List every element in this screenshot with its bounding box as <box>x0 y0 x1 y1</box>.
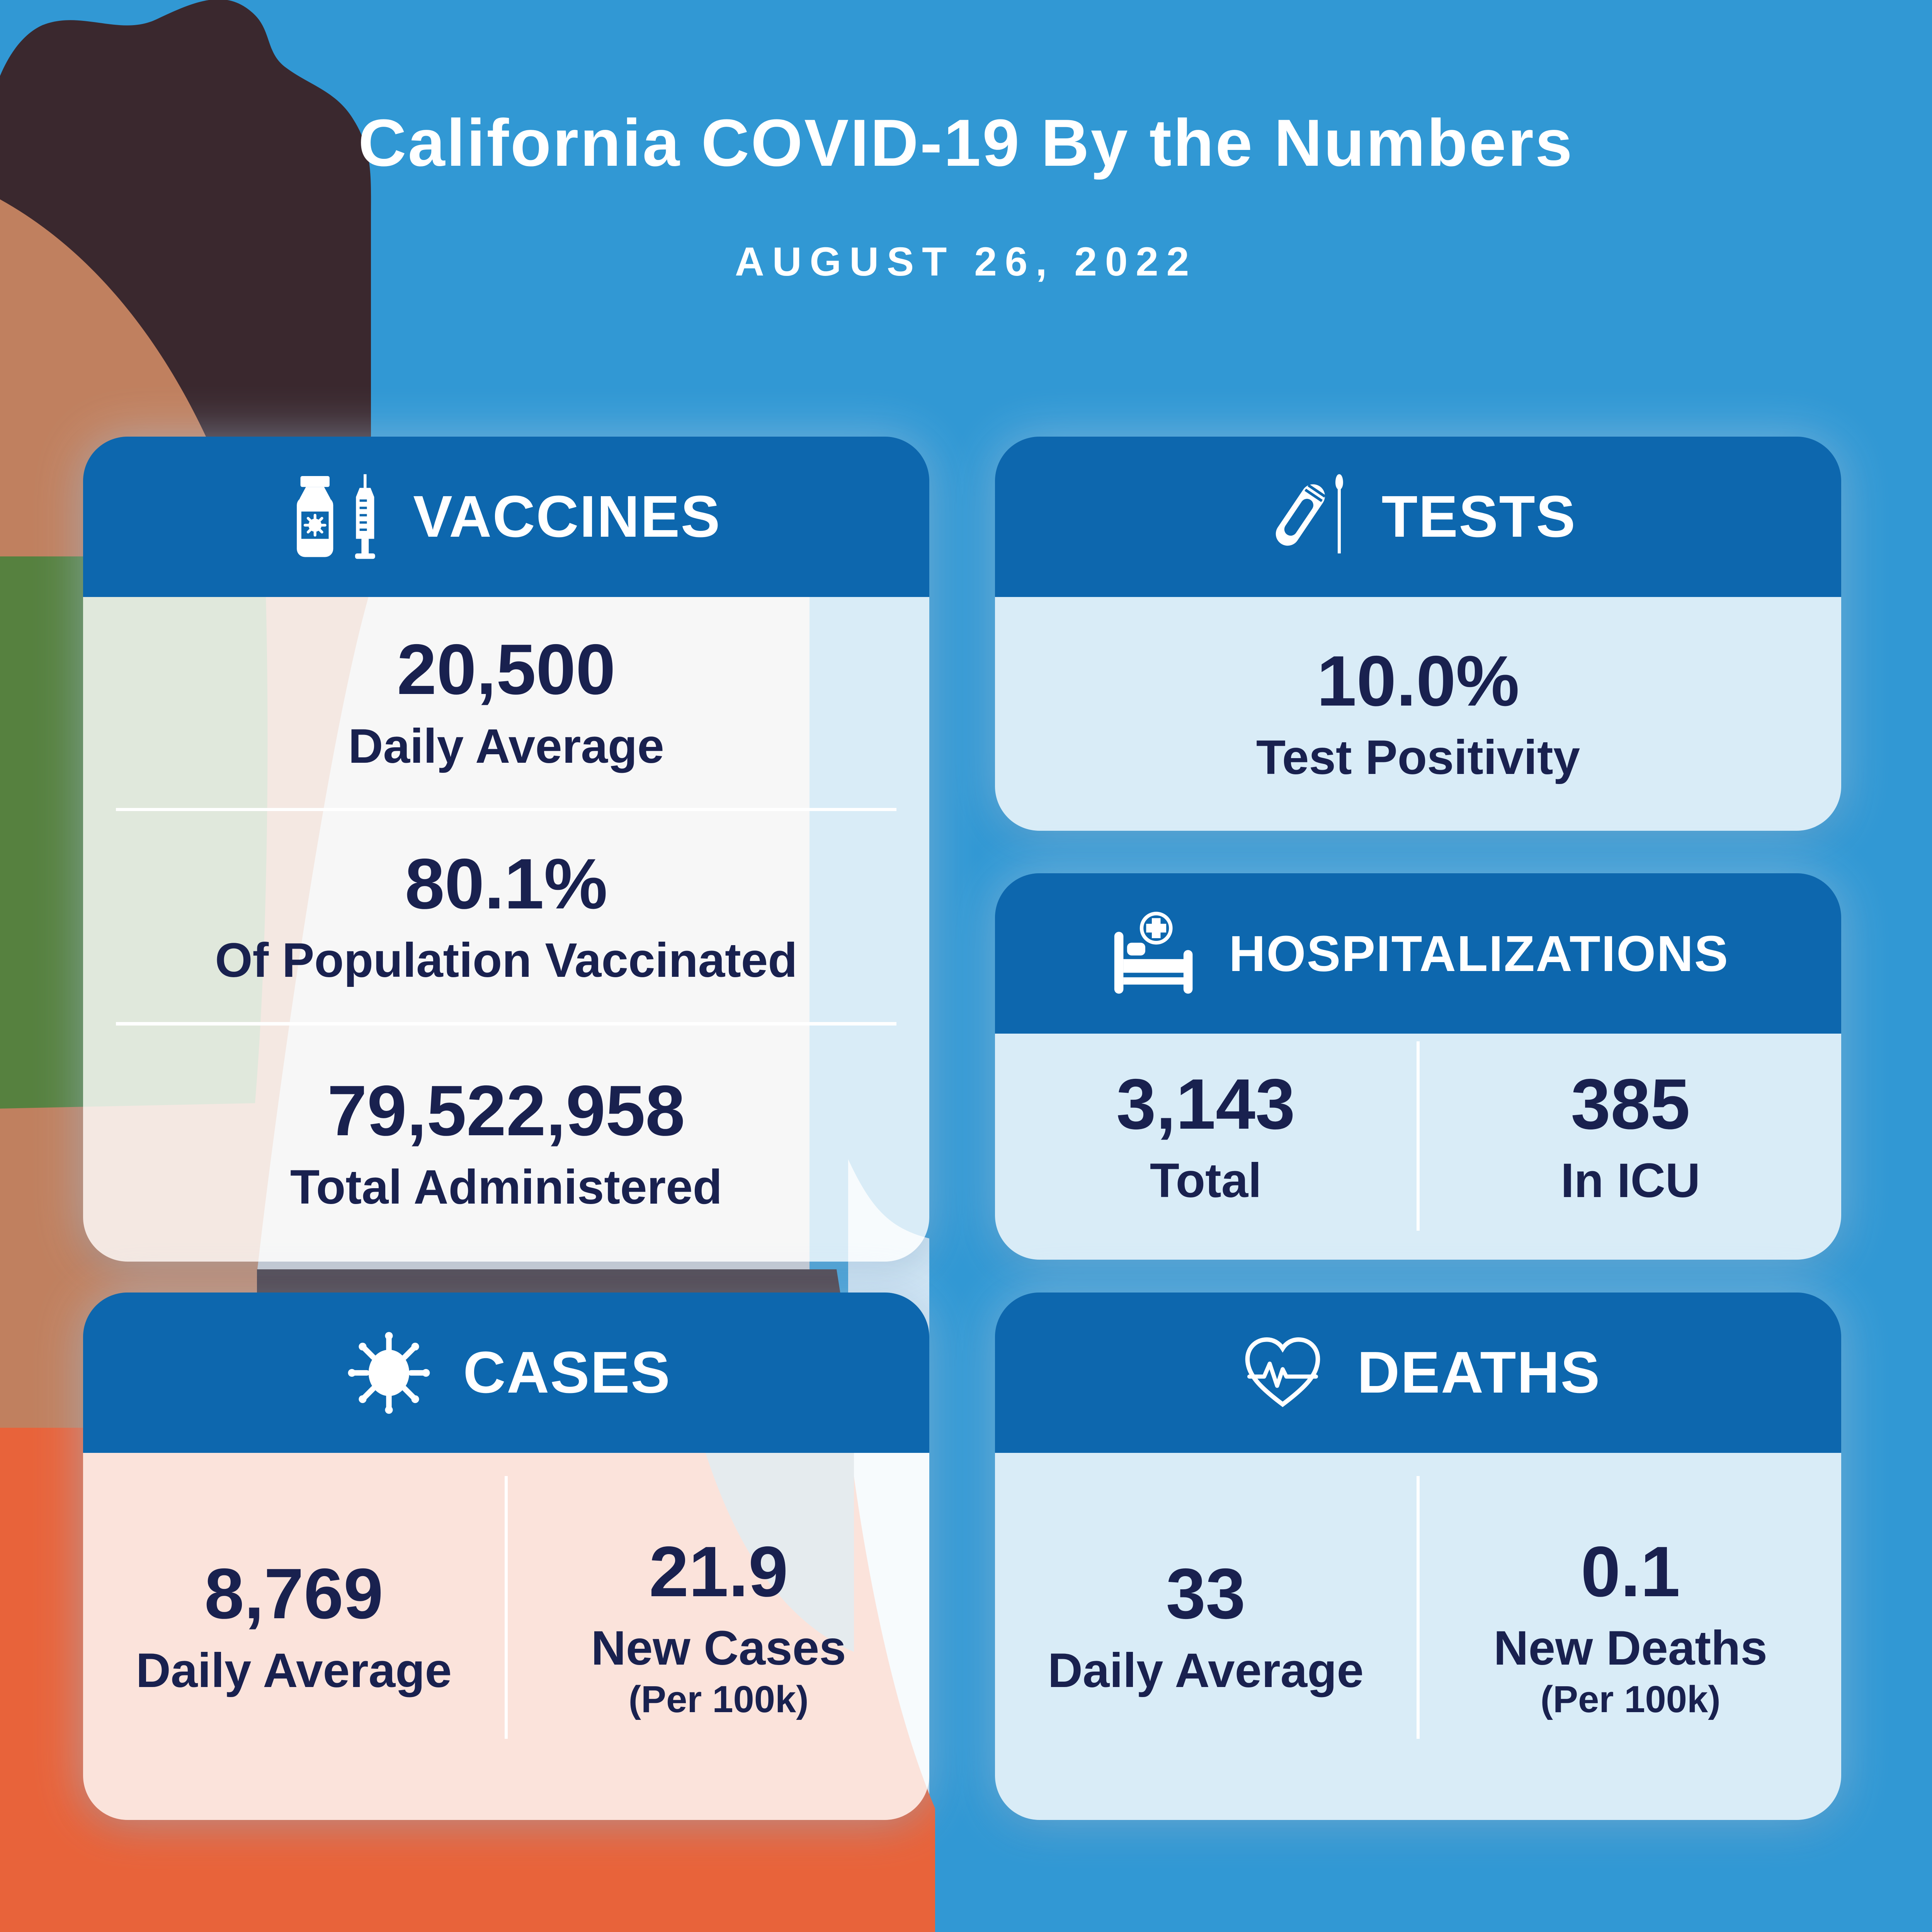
cases-card-title: CASES <box>463 1340 671 1405</box>
divider <box>504 1476 508 1739</box>
test-tube-and-swab-icon <box>1260 473 1355 561</box>
cases-daily-average-value: 8,769 <box>204 1554 383 1634</box>
hospitalizations-total-column: 3,143 Total <box>995 1034 1417 1260</box>
vaccines-population-value: 80.1% <box>405 844 608 924</box>
vaccines-card-header: VACCINES <box>83 437 929 597</box>
divider <box>116 808 896 811</box>
vaccines-card-body: 20,500 Daily Average 80.1% Of Population… <box>83 597 929 1262</box>
hospitalizations-card: HOSPITALIZATIONS 3,143 Total 385 In ICU <box>995 873 1841 1260</box>
page-title: California COVID-19 By the Numbers <box>358 105 1574 180</box>
vaccines-total-label: Total Administered <box>290 1160 723 1214</box>
deaths-new-deaths-value: 0.1 <box>1581 1532 1680 1612</box>
deaths-card-body: 33 Daily Average 0.1 New Deaths (Per 100… <box>995 1453 1841 1820</box>
divider <box>116 1022 896 1026</box>
hospital-bed-icon <box>1107 909 1202 998</box>
deaths-card-header: DEATHS <box>995 1293 1841 1453</box>
cases-daily-average-column: 8,769 Daily Average <box>83 1453 505 1820</box>
deaths-new-deaths-sublabel: (Per 100k) <box>1540 1678 1721 1720</box>
deaths-new-deaths-column: 0.1 New Deaths (Per 100k) <box>1420 1453 1841 1820</box>
virus-icon <box>342 1328 436 1417</box>
cases-card-header: CASES <box>83 1293 929 1453</box>
hospitalizations-card-title: HOSPITALIZATIONS <box>1229 925 1729 982</box>
deaths-card-title: DEATHS <box>1357 1340 1601 1405</box>
vaccines-row-population: 80.1% Of Population Vaccinated <box>83 811 929 1022</box>
hospitalizations-icu-label: In ICU <box>1561 1154 1701 1208</box>
hospitalizations-total-value: 3,143 <box>1116 1064 1295 1144</box>
deaths-daily-average-value: 33 <box>1166 1554 1246 1634</box>
vaccines-daily-average-value: 20,500 <box>397 630 616 710</box>
hospitalizations-total-label: Total <box>1150 1154 1262 1208</box>
cases-card: CASES 8,769 Daily Average 21.9 New Cases… <box>83 1293 929 1820</box>
tests-card: TESTS 10.0% Test Positivity <box>995 437 1841 831</box>
vaccines-row-total: 79,522,958 Total Administered <box>83 1026 929 1262</box>
vaccines-daily-average-label: Daily Average <box>348 719 664 773</box>
cases-new-cases-value: 21.9 <box>649 1532 788 1612</box>
tests-card-header: TESTS <box>995 437 1841 597</box>
cases-daily-average-label: Daily Average <box>136 1643 452 1697</box>
deaths-daily-average-label: Daily Average <box>1048 1643 1364 1697</box>
deaths-new-deaths-label: New Deaths <box>1493 1621 1767 1675</box>
hospitalizations-card-header: HOSPITALIZATIONS <box>995 873 1841 1034</box>
tests-positivity-label: Test Positivity <box>1256 731 1580 785</box>
vaccines-total-value: 79,522,958 <box>327 1071 685 1151</box>
deaths-daily-average-column: 33 Daily Average <box>995 1453 1417 1820</box>
cases-card-body: 8,769 Daily Average 21.9 New Cases (Per … <box>83 1453 929 1820</box>
tests-row-positivity: 10.0% Test Positivity <box>995 597 1841 831</box>
heart-pulse-icon <box>1235 1328 1330 1417</box>
cases-new-cases-column: 21.9 New Cases (Per 100k) <box>508 1453 929 1820</box>
page-date: AUGUST 26, 2022 <box>735 239 1197 284</box>
tests-positivity-value: 10.0% <box>1316 641 1520 721</box>
divider <box>1416 1476 1420 1739</box>
vaccines-card-title: VACCINES <box>413 484 721 549</box>
vaccine-vial-and-syringe-icon <box>291 473 386 561</box>
vaccines-card: VACCINES 20,500 Daily Average 80.1% Of P… <box>83 437 929 1262</box>
hair-shape <box>0 0 371 442</box>
vaccines-row-daily-average: 20,500 Daily Average <box>83 597 929 808</box>
vaccines-population-label: Of Population Vaccinated <box>215 933 798 987</box>
tests-card-body: 10.0% Test Positivity <box>995 597 1841 831</box>
cases-new-cases-sublabel: (Per 100k) <box>628 1678 809 1720</box>
hospitalizations-icu-column: 385 In ICU <box>1420 1034 1841 1260</box>
hospitalizations-icu-value: 385 <box>1571 1064 1690 1144</box>
divider <box>1416 1041 1420 1231</box>
deaths-card: DEATHS 33 Daily Average 0.1 New Deaths (… <box>995 1293 1841 1820</box>
hospitalizations-card-body: 3,143 Total 385 In ICU <box>995 1034 1841 1260</box>
tests-card-title: TESTS <box>1381 484 1577 549</box>
cases-new-cases-label: New Cases <box>591 1621 846 1675</box>
